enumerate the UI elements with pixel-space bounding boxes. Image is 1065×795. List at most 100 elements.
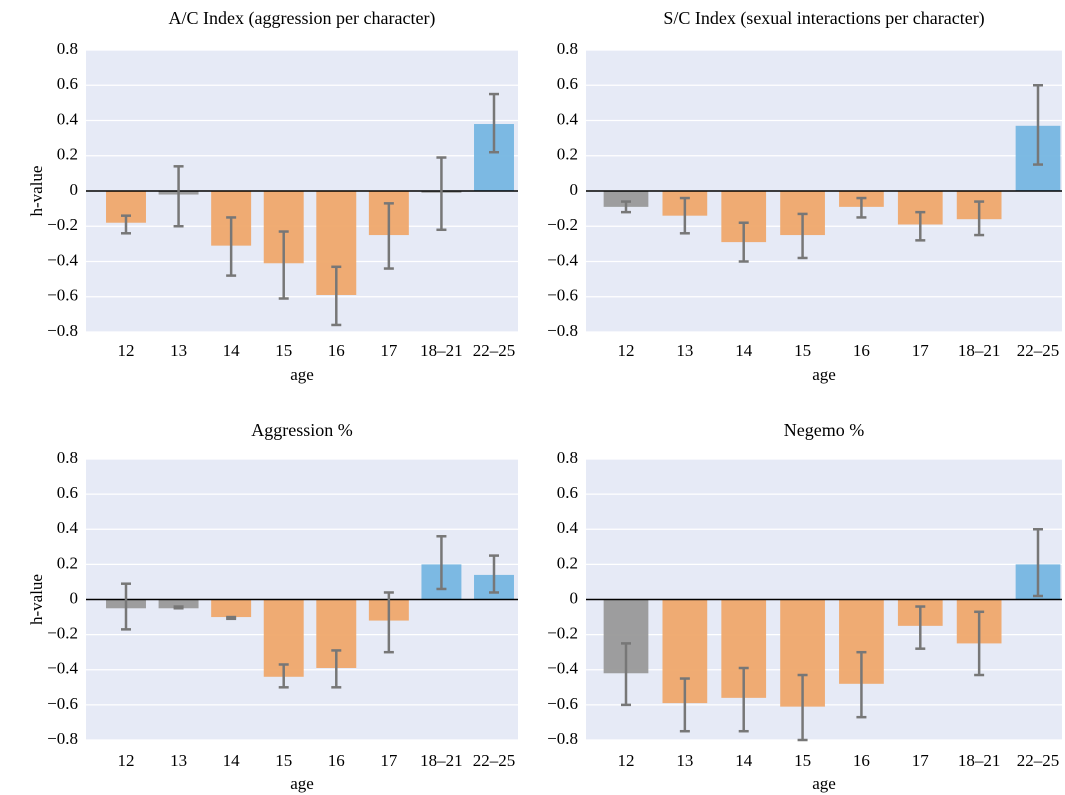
- x-tick-label: 15: [794, 751, 811, 770]
- y-tick-label: −0.2: [547, 624, 578, 643]
- y-tick-label: −0.2: [47, 215, 78, 234]
- error-bar: [121, 582, 131, 631]
- error-bar: [331, 265, 342, 327]
- x-tick-label: 15: [794, 341, 811, 360]
- error-bar: [278, 230, 289, 300]
- error-bar: [331, 649, 342, 689]
- x-tick-label: 14: [223, 751, 241, 770]
- error-bar: [738, 666, 749, 733]
- x-tick-label: 17: [380, 341, 398, 360]
- y-tick-label: 0.8: [57, 448, 78, 467]
- y-tick-label: 0.2: [557, 145, 578, 164]
- y-tick-label: 0.6: [57, 483, 78, 502]
- x-tick-label: 17: [380, 751, 398, 770]
- error-bar: [1033, 528, 1043, 598]
- error-bar: [436, 156, 447, 232]
- x-tick-label: 18–21: [420, 341, 463, 360]
- x-tick-label: 16: [328, 341, 345, 360]
- error-bar: [797, 673, 808, 742]
- y-tick-label: −0.8: [47, 729, 78, 748]
- error-bar: [489, 92, 499, 154]
- x-tick-label: 22–25: [473, 751, 516, 770]
- error-bar: [856, 196, 867, 219]
- x-tick-label: 13: [676, 751, 693, 770]
- y-tick-label: −0.6: [547, 286, 578, 305]
- y-tick-label: −0.6: [547, 694, 578, 713]
- error-bar: [226, 216, 237, 277]
- error-bar: [278, 663, 289, 689]
- x-tick-label: 17: [912, 341, 930, 360]
- x-tick-label: 14: [735, 751, 753, 770]
- y-tick-label: −0.4: [47, 659, 78, 678]
- y-tick-label: 0.8: [557, 39, 578, 58]
- error-bar: [621, 642, 631, 707]
- y-tick-label: −0.2: [547, 215, 578, 234]
- error-bar: [679, 196, 690, 235]
- x-tick-label: 12: [618, 751, 635, 770]
- x-tick-label: 22–25: [1017, 751, 1060, 770]
- y-tick-label: 0.4: [557, 518, 579, 537]
- x-axis-label: age: [290, 774, 314, 793]
- x-tick-label: 13: [676, 341, 693, 360]
- x-axis-label: age: [812, 774, 836, 793]
- y-tick-label: −0.8: [547, 321, 578, 340]
- bar: [603, 191, 649, 207]
- x-tick-label: 12: [118, 751, 135, 770]
- error-bar: [915, 210, 926, 242]
- y-axis-label: h-value: [27, 574, 46, 625]
- subplot-title: Aggression %: [251, 420, 353, 440]
- y-tick-label: 0.2: [57, 553, 78, 572]
- error-bar: [738, 221, 749, 263]
- error-bar: [173, 605, 184, 610]
- y-tick-label: −0.6: [47, 286, 78, 305]
- error-bar: [383, 202, 394, 270]
- x-tick-label: 18–21: [420, 751, 463, 770]
- y-tick-label: −0.4: [547, 250, 578, 269]
- x-tick-label: 13: [170, 341, 187, 360]
- y-tick-label: −0.2: [47, 624, 78, 643]
- y-tick-label: 0.4: [57, 109, 79, 128]
- y-tick-label: −0.4: [47, 250, 78, 269]
- y-tick-label: −0.8: [547, 729, 578, 748]
- error-bar: [173, 165, 184, 228]
- y-tick-label: 0.2: [557, 553, 578, 572]
- x-tick-label: 18–21: [958, 341, 1001, 360]
- x-tick-label: 15: [275, 751, 292, 770]
- y-tick-label: 0.8: [57, 39, 78, 58]
- error-bar: [856, 650, 867, 719]
- x-tick-label: 18–21: [958, 751, 1001, 770]
- error-bar: [383, 591, 394, 654]
- x-tick-label: 15: [275, 341, 292, 360]
- bar: [158, 599, 199, 609]
- y-axis-label: h-value: [27, 166, 46, 217]
- x-axis-label: age: [812, 365, 836, 384]
- y-tick-label: 0: [570, 588, 579, 607]
- error-bar: [121, 214, 131, 235]
- y-tick-label: 0: [70, 180, 79, 199]
- subplot: −0.8 −0.6 −0.4 −0.2 0 0.2 0.4 0.6 0.8 12 13 14 15 16 1…: [27, 420, 518, 793]
- y-tick-label: 0: [70, 588, 79, 607]
- x-axis-label: age: [290, 365, 314, 384]
- bar: [211, 599, 252, 618]
- error-bar: [436, 535, 447, 591]
- error-bar: [915, 605, 926, 650]
- subplot: −0.8 −0.6 −0.4 −0.2 0 0.2 0.4 0.6 0.8 12 13 14 15 16 1…: [27, 8, 518, 384]
- subplot-title: S/C Index (sexual interactions per chara…: [663, 8, 984, 29]
- subplot: −0.8 −0.6 −0.4 −0.2 0 0.2 0.4 0.6 0.8 12 13 14 15 16 1…: [547, 420, 1062, 793]
- y-tick-label: −0.4: [547, 659, 578, 678]
- error-bar: [226, 615, 237, 621]
- error-bar: [621, 200, 631, 214]
- x-tick-label: 13: [170, 751, 187, 770]
- subplot-title: A/C Index (aggression per character): [169, 8, 436, 29]
- error-bar: [679, 677, 690, 733]
- x-tick-label: 16: [328, 751, 345, 770]
- y-tick-label: 0.6: [557, 74, 578, 93]
- error-bar: [1033, 84, 1043, 166]
- subplot: −0.8 −0.6 −0.4 −0.2 0 0.2 0.4 0.6 0.8 12 13 14 15 16 1…: [547, 8, 1062, 384]
- y-tick-label: −0.6: [47, 694, 78, 713]
- x-tick-label: 12: [118, 341, 135, 360]
- x-tick-label: 17: [912, 751, 930, 770]
- error-bar: [797, 212, 808, 260]
- error-bar: [974, 200, 985, 237]
- y-tick-label: 0.6: [57, 74, 78, 93]
